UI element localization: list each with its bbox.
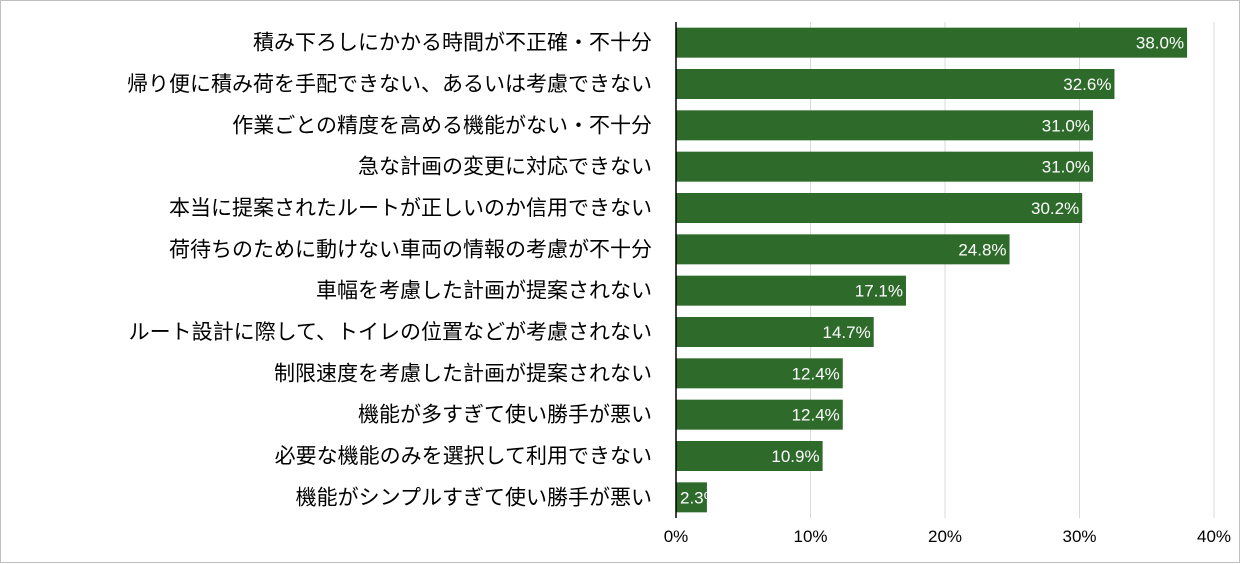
data-label: 24.8% — [958, 240, 1006, 259]
data-label: 38.0% — [1136, 34, 1184, 53]
category-label: 急な計画の変更に対応できない — [358, 155, 652, 179]
bar — [676, 482, 707, 513]
data-label: 2.3% — [680, 488, 719, 507]
category-label: 本当に提案されたルートが正しいのか信用できない — [169, 196, 652, 220]
labels: 0% 10% 20% 30% 40% 積み下ろしにかかる時間が不正確・不十分 38.0% 帰り… — [127, 31, 1231, 546]
bar — [676, 193, 1083, 223]
category-label: 荷待ちのために動けない車両の情報の考慮が不十分 — [169, 237, 652, 261]
category-label: 制限速度を考慮した計画が提案されない — [274, 361, 652, 385]
x-tick-label: 10% — [793, 527, 827, 546]
data-label: 12.4% — [792, 364, 840, 383]
category-label: 積み下ろしにかかる時間が不正確・不十分 — [253, 31, 652, 55]
bar — [676, 69, 1115, 99]
bar — [676, 358, 843, 389]
data-label: 17.1% — [855, 282, 903, 301]
data-label: 30.2% — [1031, 199, 1079, 218]
data-label: 10.9% — [771, 447, 819, 466]
data-label: 31.0% — [1042, 158, 1090, 177]
category-label: 機能がシンプルすぎて使い勝手が悪い — [296, 485, 652, 509]
x-tick-label: 0% — [664, 527, 689, 546]
bars — [676, 27, 1188, 513]
grid-lines — [810, 22, 1215, 518]
bar — [676, 110, 1093, 141]
category-label: 必要な機能のみを選択して利用できない — [275, 444, 652, 468]
x-tick-label: 30% — [1062, 527, 1096, 546]
category-label: 帰り便に積み荷を手配できない、あるいは考慮できない — [127, 72, 652, 96]
data-label: 14.7% — [823, 323, 871, 342]
category-label: 作業ごとの精度を高める機能がない・不十分 — [232, 113, 652, 137]
category-label: 車幅を考慮した計画が提案されない — [316, 279, 652, 303]
x-tick-label: 20% — [928, 527, 962, 546]
category-label: 機能が多すぎて使い勝手が悪い — [358, 403, 652, 427]
data-label: 32.6% — [1063, 75, 1111, 94]
data-label: 31.0% — [1042, 116, 1090, 135]
bar — [676, 234, 1010, 265]
data-label: 12.4% — [792, 406, 840, 425]
bar — [676, 317, 874, 347]
bar — [676, 275, 906, 306]
bar — [676, 399, 843, 430]
category-label: ルート設計に際して、トイレの位置などが考慮されない — [129, 320, 652, 344]
bar — [676, 441, 823, 471]
x-tick-label: 40% — [1197, 527, 1231, 546]
bar — [676, 27, 1188, 58]
bar — [676, 151, 1093, 182]
